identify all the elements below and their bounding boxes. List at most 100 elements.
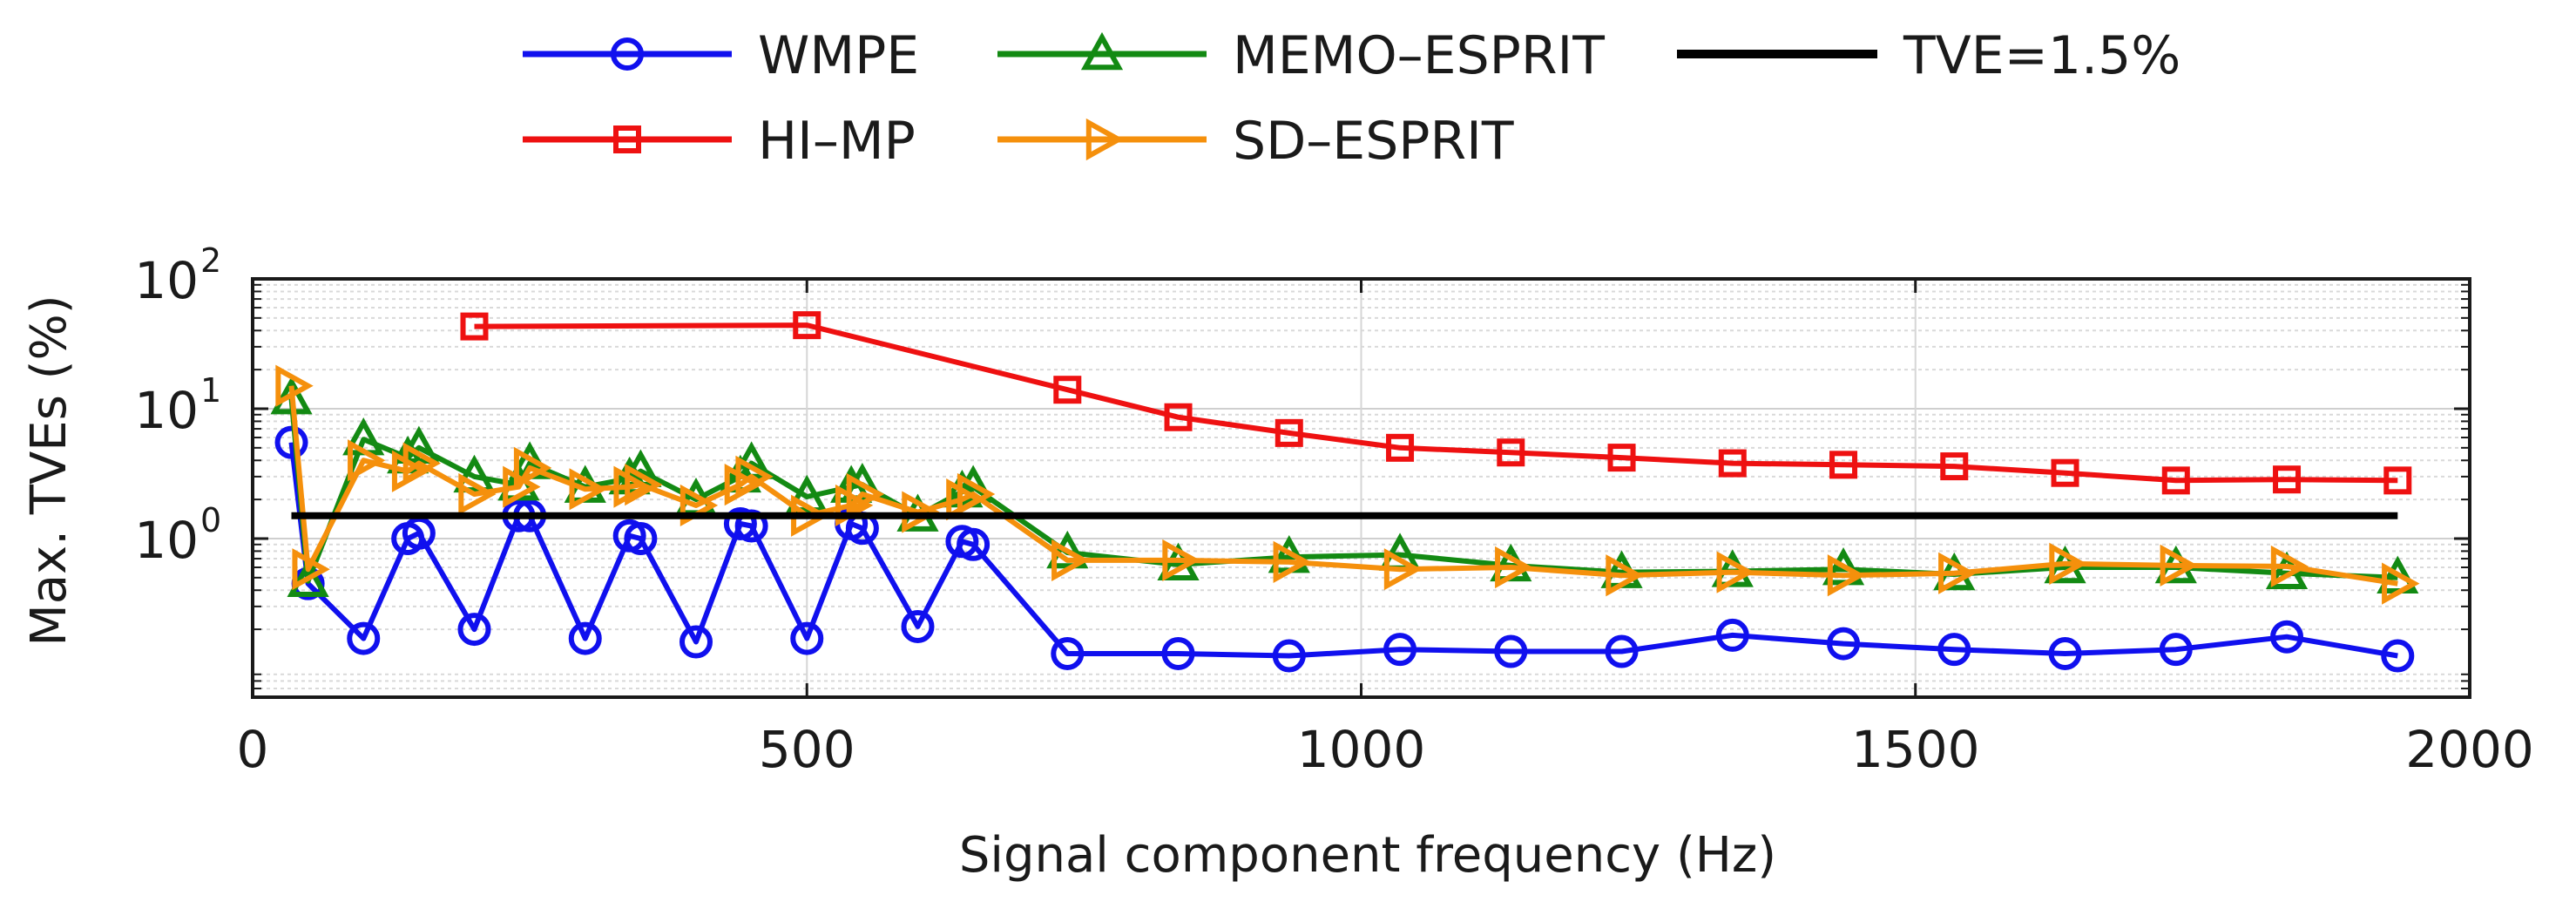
y-tick-label-exponent: 2: [200, 241, 221, 280]
series-sd-esprit: [275, 364, 2420, 605]
data-point-wmpe: [2381, 639, 2415, 673]
series-wmpe: [274, 425, 2415, 673]
y-tick-label-exponent: 1: [200, 371, 221, 410]
legend-marker: [1080, 31, 1124, 71]
data-point-sd-esprit: [1938, 552, 1977, 594]
series-layer: [270, 311, 2420, 673]
data-point-wmpe: [734, 509, 768, 543]
data-point-sd-esprit: [1606, 554, 1644, 597]
data-point-sd-esprit: [957, 472, 996, 516]
data-point-memo-esprit: [786, 474, 828, 513]
data-point-wmpe: [2159, 633, 2193, 667]
legend-item-hi-mp: HI–MP: [523, 111, 916, 172]
data-point-sd-esprit: [503, 465, 541, 508]
y-axis-label: Max. TVEs (%): [21, 295, 78, 646]
data-point-wmpe: [957, 527, 991, 561]
data-point-wmpe: [1272, 639, 1306, 673]
data-point-hi-mp: [793, 311, 821, 340]
legend: WMPE MEMO–ESPRIT TVE=1.5% HI–MP SD–ESPRIT: [523, 25, 2180, 172]
x-tick-label: 2000: [2405, 720, 2534, 779]
data-point-hi-mp: [2161, 466, 2190, 495]
data-point-hi-mp: [1053, 376, 1082, 404]
legend-marker: [613, 125, 641, 153]
data-point-hi-mp: [1607, 444, 1636, 472]
data-point-hi-mp: [2051, 458, 2079, 487]
data-point-wmpe: [2270, 620, 2304, 654]
data-point-sd-esprit: [2382, 562, 2420, 605]
data-point-wmpe: [679, 625, 713, 659]
data-point-wmpe: [1605, 634, 1639, 668]
data-point-wmpe: [790, 621, 824, 655]
series-line-hi-mp: [474, 322, 2398, 484]
data-point-sd-esprit: [846, 472, 885, 516]
data-point-hi-mp: [2383, 466, 2412, 495]
data-point-sd-esprit: [569, 468, 607, 511]
data-point-sd-esprit: [2049, 542, 2087, 585]
data-point-wmpe: [457, 613, 491, 647]
data-point-sd-esprit: [275, 364, 314, 407]
data-point-wmpe: [2048, 636, 2082, 670]
data-point-wmpe: [568, 621, 602, 655]
data-point-sd-esprit: [613, 465, 652, 508]
data-point-sd-esprit: [1827, 554, 1866, 597]
data-point-wmpe: [1383, 633, 1417, 667]
x-tick-label: 500: [759, 720, 855, 779]
data-point-sd-esprit: [625, 464, 663, 506]
x-tick-label: 1500: [1851, 720, 1980, 779]
data-point-sd-esprit: [1495, 546, 1533, 589]
legend-label: MEMO–ESPRIT: [1233, 25, 1605, 86]
data-point-hi-mp: [1829, 451, 1858, 479]
data-point-memo-esprit: [453, 454, 496, 493]
data-point-sd-esprit: [513, 446, 552, 490]
data-point-hi-mp: [1274, 418, 1303, 447]
data-point-wmpe: [347, 621, 381, 655]
data-point-sd-esprit: [1716, 551, 1755, 593]
y-tick-label: 10: [134, 511, 199, 570]
x-tick-label: 1000: [1297, 720, 1426, 779]
data-point-sd-esprit: [2160, 544, 2198, 587]
legend-item-sd-esprit: SD–ESPRIT: [997, 111, 1514, 172]
y-tick-label: 10: [134, 251, 199, 310]
data-point-hi-mp: [1718, 449, 1747, 478]
data-point-memo-esprit: [287, 559, 329, 598]
data-point-sd-esprit: [735, 455, 774, 498]
data-point-wmpe: [901, 609, 935, 643]
legend-marker: [1085, 118, 1125, 161]
data-point-wmpe: [1715, 618, 1749, 652]
legend-item-memo-esprit: MEMO–ESPRIT: [997, 25, 1605, 86]
legend-label: SD–ESPRIT: [1233, 111, 1514, 172]
data-point-sd-esprit: [1051, 539, 1090, 582]
data-point-hi-mp: [1164, 403, 1193, 431]
series-hi-mp: [460, 311, 2412, 495]
data-point-sd-esprit: [1162, 539, 1200, 582]
data-point-hi-mp: [1940, 452, 1969, 481]
x-axis-label: Signal component frequency (Hz): [959, 827, 1776, 884]
x-tick-label: 0: [237, 720, 269, 779]
data-point-wmpe: [274, 425, 308, 459]
legend-label: WMPE: [758, 25, 919, 86]
data-point-sd-esprit: [402, 442, 442, 485]
legend-label: HI–MP: [758, 111, 916, 172]
legend-marker: [611, 37, 644, 71]
data-point-hi-mp: [460, 312, 489, 341]
data-point-wmpe: [1051, 636, 1085, 670]
data-point-sd-esprit: [1383, 548, 1423, 591]
data-point-sd-esprit: [902, 491, 940, 533]
data-point-wmpe: [624, 521, 658, 555]
data-point-wmpe: [1494, 634, 1528, 668]
data-point-memo-esprit: [1046, 530, 1089, 569]
data-point-sd-esprit: [292, 548, 330, 591]
legend-item-wmpe: WMPE: [523, 25, 919, 86]
data-point-sd-esprit: [458, 472, 497, 516]
data-point-sd-esprit: [348, 439, 386, 482]
data-point-wmpe: [402, 516, 436, 550]
data-point-hi-mp: [1386, 433, 1415, 462]
data-point-hi-mp: [1497, 438, 1525, 467]
legend-item-tve: TVE=1.5%: [1677, 25, 2180, 86]
data-point-wmpe: [1827, 627, 1861, 661]
data-point-sd-esprit: [2270, 545, 2309, 588]
data-point-wmpe: [1161, 636, 1195, 670]
